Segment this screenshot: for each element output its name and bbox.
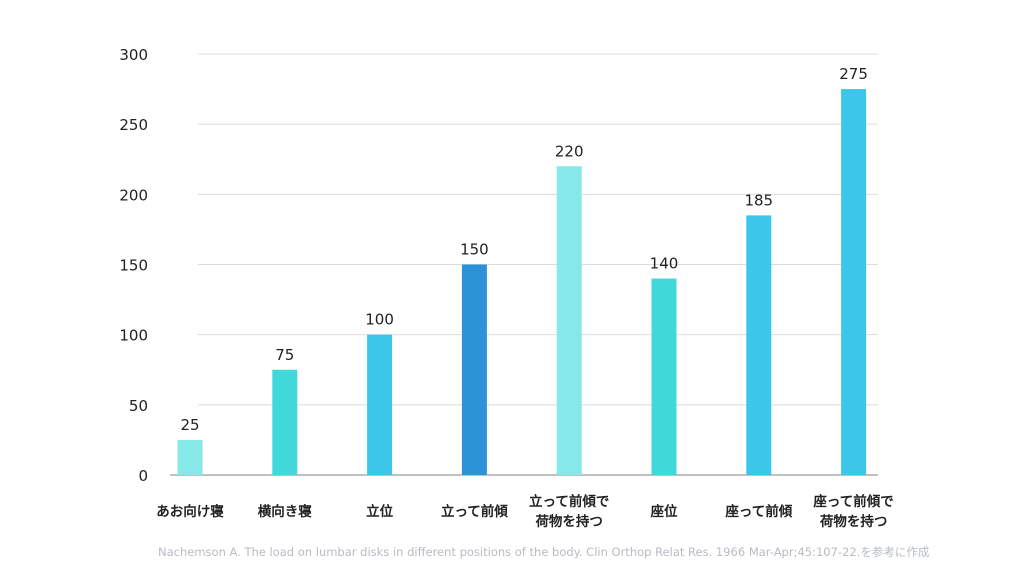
x-tick-label: 立位: [366, 503, 393, 520]
data-label: 25: [180, 416, 199, 434]
x-tick-label: 座って前傾: [725, 503, 792, 520]
data-label: 220: [555, 142, 584, 160]
y-tick-label: 50: [129, 397, 148, 415]
x-tick-label: 立って前傾で荷物を持つ: [529, 493, 609, 530]
data-label: 275: [839, 65, 868, 83]
bar: [651, 278, 677, 475]
bar: [272, 369, 298, 475]
x-tick-label: 横向き寝: [258, 503, 312, 520]
data-label: 75: [275, 346, 294, 364]
y-tick-label: 250: [119, 116, 148, 134]
y-tick-label: 150: [119, 257, 148, 275]
source-caption: Nachemson A. The load on lumbar disks in…: [158, 545, 930, 559]
bar: [841, 89, 867, 475]
bar: [177, 439, 203, 475]
x-tick-label: あお向け寝: [156, 503, 224, 520]
data-label: 150: [460, 241, 489, 259]
data-label: 140: [650, 255, 679, 273]
data-label: 100: [365, 311, 394, 329]
y-tick-label: 200: [119, 186, 148, 204]
y-tick-label: 300: [119, 46, 148, 64]
bar: [746, 215, 772, 475]
bar: [367, 334, 393, 475]
x-tick-label: 立って前傾: [441, 503, 508, 520]
x-tick-label: 座位: [651, 503, 679, 520]
bar: [556, 166, 582, 475]
y-tick-label: 0: [138, 467, 148, 485]
x-tick-label: 座って前傾で荷物を持つ: [813, 493, 893, 530]
y-tick-label: 100: [119, 327, 148, 345]
bar: [461, 264, 487, 475]
data-label: 185: [744, 191, 773, 209]
